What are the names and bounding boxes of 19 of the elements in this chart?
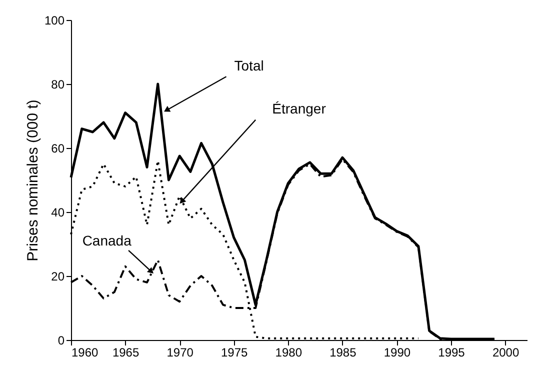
- annotation: Canada: [82, 232, 132, 248]
- x-tick-label: 1965: [112, 346, 140, 360]
- x-tick-label: 1995: [438, 346, 466, 360]
- y-tick-label: 80: [51, 78, 65, 92]
- x-tick-label: 1985: [330, 346, 357, 360]
- y-tick-label: 20: [51, 270, 65, 284]
- y-tick-label: 0: [58, 334, 65, 348]
- y-axis-title: Prises nominales (000 t): [24, 100, 42, 262]
- x-tick-label: 2000: [492, 346, 520, 360]
- x-tick-label: 1980: [275, 346, 302, 360]
- x-tick-label: 1960: [72, 346, 99, 360]
- annotation: Total: [234, 57, 264, 74]
- x-tick-label: 1970: [166, 346, 194, 360]
- x-tick-label: 1990: [384, 346, 411, 360]
- annotation: Étranger: [272, 100, 326, 117]
- y-tick-label: 40: [51, 206, 65, 220]
- y-tick-label: 100: [44, 14, 65, 28]
- y-tick-label: 60: [51, 142, 65, 156]
- x-tick-label: 1975: [221, 346, 248, 360]
